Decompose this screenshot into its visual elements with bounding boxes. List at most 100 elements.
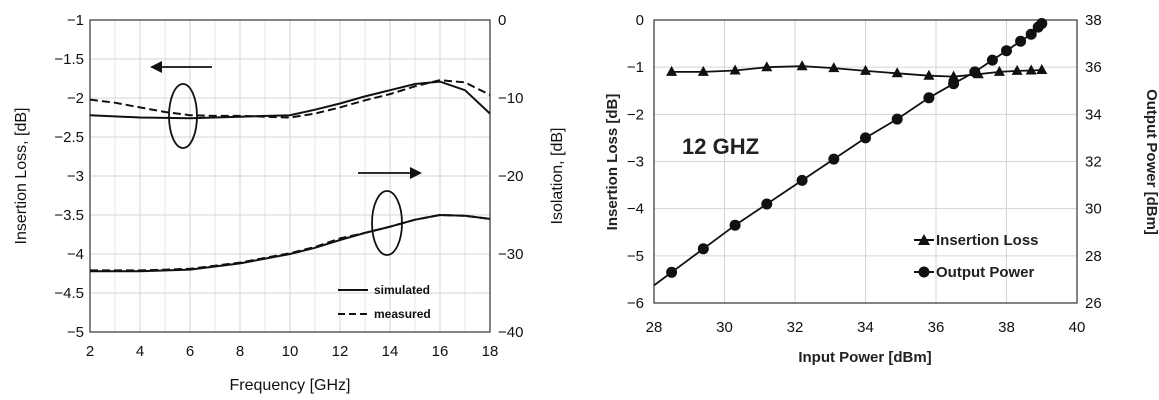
chart1-y-tick: −1.5 xyxy=(54,51,84,68)
chart1-x-tick: 16 xyxy=(432,343,449,360)
chart2-output-power-point xyxy=(948,78,960,90)
chart2-output-power-point xyxy=(796,174,808,186)
chart2-insertion-loss-point xyxy=(860,64,871,75)
chart2-insertion-loss-point xyxy=(993,65,1005,76)
chart2-insertion-loss-point xyxy=(1011,64,1023,75)
chart1-y2-tick: −10 xyxy=(498,90,523,107)
chart2-gridlines xyxy=(654,19,1077,304)
chart2-legend-insertion-loss: Insertion Loss xyxy=(936,232,1039,249)
chart1-x-tick: 2 xyxy=(86,343,94,360)
chart1-y-tick-labels: −1 −1.5 −2 −2.5 −3 −3.5 −4 −4.5 −5 xyxy=(54,12,84,341)
chart2-y-tick: −6 xyxy=(627,295,644,312)
chart2-output-power-point xyxy=(729,219,741,231)
chart1-x-tick: 8 xyxy=(236,343,244,360)
chart1-x-tick: 14 xyxy=(382,343,399,360)
chart2-insertion-loss-line xyxy=(671,65,1042,78)
chart2-output-power-point xyxy=(860,132,871,144)
chart1-y2-tick: 0 xyxy=(498,12,506,29)
chart1-y2-tick: −30 xyxy=(498,246,523,263)
chart2-insertion-loss-point xyxy=(948,70,960,81)
chart2-insertion-loss-point xyxy=(891,67,903,78)
chart2-output-power-point xyxy=(1015,35,1027,47)
chart2-insertion-loss-point xyxy=(923,69,935,80)
chart2-x-tick: 38 xyxy=(998,319,1015,336)
chart2-frequency-annotation: 12 GHZ xyxy=(682,134,759,159)
chart1-left-ellipse xyxy=(168,83,198,149)
chart2-x-tick: 34 xyxy=(857,319,874,336)
chart1-y2-tick: −40 xyxy=(498,324,523,341)
chart2-insertion-loss-point xyxy=(666,65,678,76)
chart2-y-axis-label: Insertion Loss [dB] xyxy=(604,94,621,231)
chart2-output-power-point xyxy=(1001,45,1012,57)
chart2-series xyxy=(653,18,1048,287)
chart2-x-tick: 40 xyxy=(1069,319,1086,336)
chart2-insertion-loss-point xyxy=(972,68,984,79)
chart2-insertion-loss-point xyxy=(1025,64,1037,75)
chart1-right-ellipse xyxy=(371,190,403,256)
chart1-x-tick: 4 xyxy=(136,343,144,360)
chart2-x-tick: 36 xyxy=(928,319,945,336)
chart2-legend-output-power: Output Power xyxy=(936,264,1034,281)
chart1-x-tick: 12 xyxy=(332,343,349,360)
chart2-y2-axis-label: Output Power [dBm] xyxy=(1143,89,1159,235)
chart2-x-axis-label: Input Power [dBm] xyxy=(798,349,931,366)
chart1-y2-axis-label: Isolation, [dB] xyxy=(549,128,566,225)
chart1-y-tick: −4.5 xyxy=(54,285,84,302)
chart2-output-power-point xyxy=(923,92,935,104)
chart2-insertion-loss-point xyxy=(828,62,840,73)
legend-circle-marker xyxy=(918,266,930,278)
chart1-y-tick: −5 xyxy=(67,324,84,341)
legend-triangle-marker xyxy=(918,234,930,245)
chart2-y-tick: 0 xyxy=(636,12,644,29)
chart2-output-power-point xyxy=(666,266,678,278)
chart2-y-tick: −1 xyxy=(627,59,644,76)
chart1-y-axis-label: Insertion Loss, [dB] xyxy=(13,108,30,245)
chart1-y-tick: −4 xyxy=(67,246,84,263)
chart2-insertion-loss-point xyxy=(796,60,808,71)
chart1-x-tick: 6 xyxy=(186,343,194,360)
chart2-y2-tick: 30 xyxy=(1085,201,1102,218)
chart2-output-power-point xyxy=(1025,28,1037,40)
chart1-y-tick: −3 xyxy=(67,168,84,185)
chart1-right-arrow xyxy=(358,167,422,179)
chart1-y-tick: −2 xyxy=(67,90,84,107)
chart2-y-tick: −3 xyxy=(627,154,644,171)
chart2-y2-tick: 34 xyxy=(1085,106,1102,123)
chart1-plot-frame xyxy=(89,19,491,333)
chart1-series-measured-right xyxy=(90,213,491,272)
chart1-y-tick: −3.5 xyxy=(54,207,84,224)
chart2-y2-tick: 38 xyxy=(1085,12,1102,29)
chart2-y2-tick: 26 xyxy=(1085,295,1102,312)
chart1-series-simulated-left xyxy=(89,80,491,120)
chart1-y-tick: −2.5 xyxy=(54,129,84,146)
chart2-y2-tick: 36 xyxy=(1085,59,1102,76)
chart2-output-power-point xyxy=(697,243,709,255)
chart1-x-axis-label: Frequency [GHz] xyxy=(230,377,351,394)
chart1-series-measured-left xyxy=(89,79,491,119)
chart1-series xyxy=(89,79,491,273)
chart1-y2-tick-labels: 0 −10 −20 −30 −40 xyxy=(498,12,523,341)
chart2-x-tick: 32 xyxy=(787,319,804,336)
chart1-left-arrow xyxy=(150,61,212,73)
chart2-output-power-point xyxy=(761,198,773,210)
chart2-y2-tick: 32 xyxy=(1085,154,1102,171)
chart2-output-power-point xyxy=(1036,18,1048,29)
chart2-output-power-point xyxy=(891,113,903,125)
chart2-plot-frame xyxy=(653,19,1078,304)
chart2-insertion-loss-point xyxy=(697,65,709,76)
chart2-y-tick-labels: 0 −1 −2 −3 −4 −5 −6 xyxy=(627,12,644,312)
chart2-x-tick: 30 xyxy=(716,319,733,336)
chart2-insertion-loss-point xyxy=(1036,64,1048,74)
chart2-legend: Insertion Loss Output Power xyxy=(914,232,1039,281)
chart1-y-tick: −1 xyxy=(67,12,84,29)
chart1-x-tick-labels: 2 4 6 8 10 12 14 16 18 xyxy=(86,343,499,360)
chart2-insertion-loss-point xyxy=(761,61,773,72)
chart2-insertion-loss-point xyxy=(729,64,741,75)
chart2-y2-tick-labels: 38 36 34 32 30 28 26 xyxy=(1085,12,1102,312)
chart2-y-tick: −2 xyxy=(627,106,644,123)
chart1-x-tick: 18 xyxy=(482,343,499,360)
chart2-output-power-point xyxy=(986,54,998,66)
chart2-y-tick: −4 xyxy=(627,201,644,218)
chart1-legend-simulated: simulated xyxy=(374,283,430,297)
